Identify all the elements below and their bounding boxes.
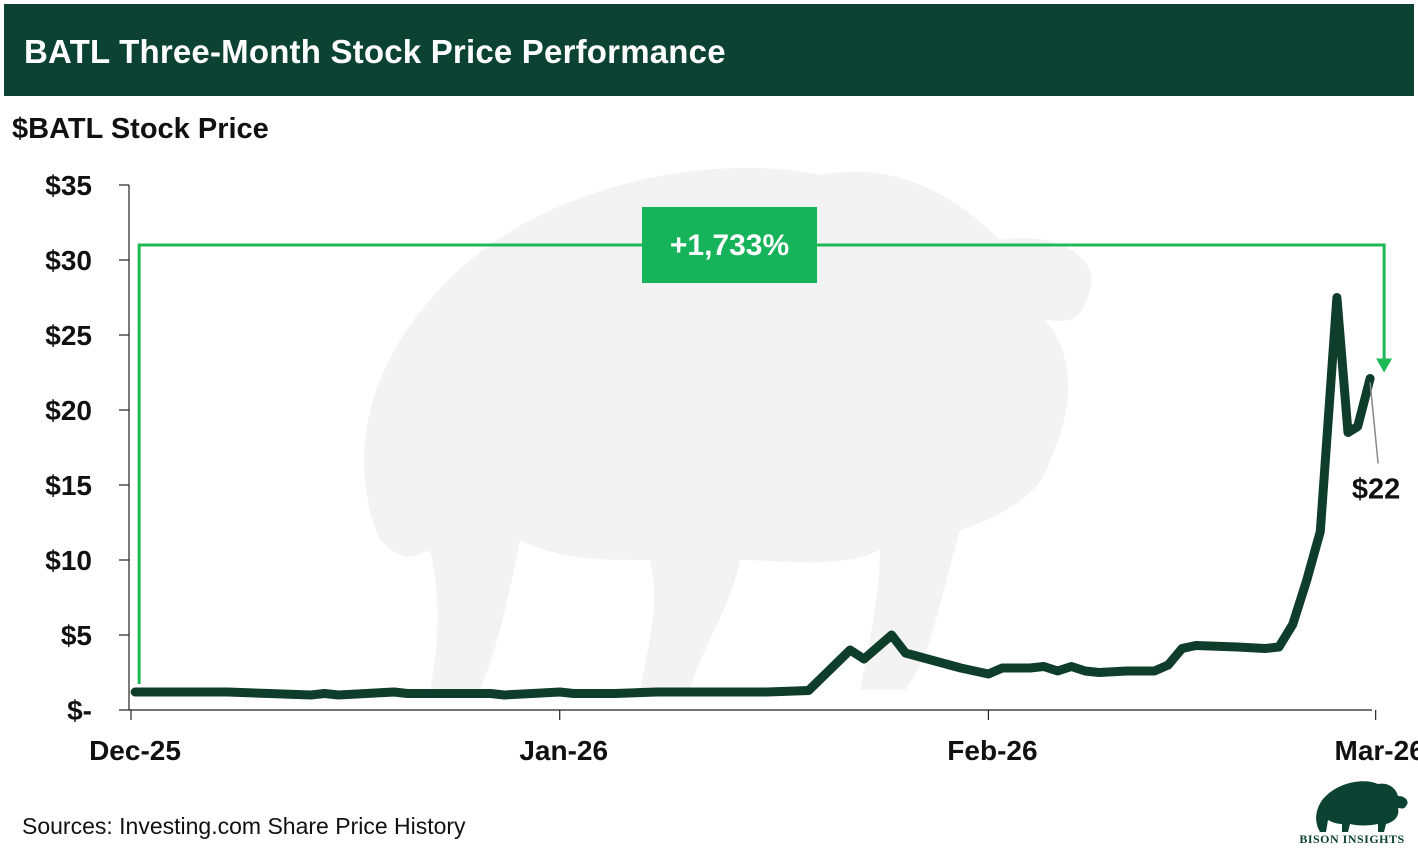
x-tick-label: Feb-26 (947, 735, 1037, 766)
x-tick-label: Dec-25 (89, 735, 181, 766)
last-price-label: $22 (1352, 474, 1400, 506)
bison-insights-logo: BISON INSIGHTS (1288, 770, 1416, 852)
y-tick-label: $10 (45, 545, 92, 576)
x-tick-label: Jan-26 (519, 735, 608, 766)
gain-arrow-head (1376, 358, 1393, 373)
logo-text: BISON INSIGHTS (1299, 832, 1405, 846)
gain-callout-label: +1,733% (670, 229, 789, 262)
bison-watermark (364, 167, 1092, 691)
bison-icon (1316, 781, 1408, 832)
y-tick-label: $30 (45, 245, 92, 276)
y-tick-label: $35 (45, 170, 92, 201)
x-tick-label: Mar-26 (1335, 735, 1418, 766)
source-note: Sources: Investing.com Share Price Histo… (22, 813, 466, 839)
y-tick-label: $25 (45, 320, 92, 351)
series-line-batl (130, 293, 1375, 700)
y-axis-title: $BATL Stock Price (12, 113, 269, 145)
chart-title: BATL Three-Month Stock Price Performance (24, 33, 726, 70)
last-price-marker (1366, 374, 1375, 383)
y-tick-label: $5 (61, 620, 92, 651)
title-banner: BATL Three-Month Stock Price Performance (4, 4, 1414, 96)
y-tick-label: $- (67, 695, 92, 726)
y-tick-label: $20 (45, 395, 92, 426)
y-tick-label: $15 (45, 470, 92, 501)
last-price-leader (1369, 382, 1379, 464)
gain-callout-box (642, 207, 817, 283)
